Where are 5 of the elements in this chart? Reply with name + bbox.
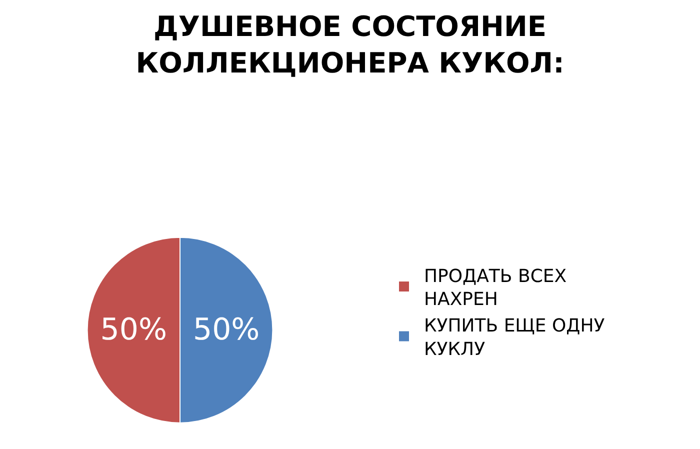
data-label: 50% <box>193 312 260 348</box>
legend-label: ПРОДАТЬ ВСЕХ НАХРЕН <box>424 266 567 310</box>
chart-title: ДУШЕВНОЕ СОСТОЯНИЕ КОЛЛЕКЦИОНЕРА КУКОЛ: <box>136 10 564 80</box>
legend-label: КУПИТЬ ЕЩЕ ОДНУ КУКЛУ <box>424 316 605 360</box>
data-label: 50% <box>100 312 167 348</box>
